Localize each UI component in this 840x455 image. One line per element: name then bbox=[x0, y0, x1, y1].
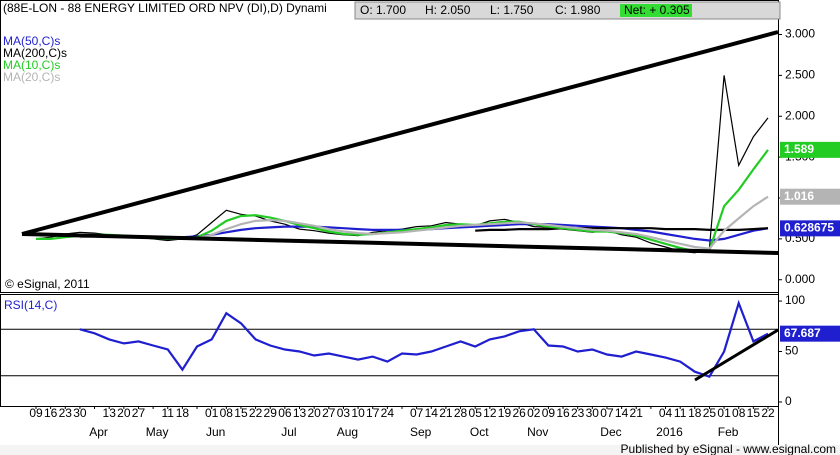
last-value-box bbox=[780, 188, 840, 205]
credit: © eSignal, 2011 bbox=[5, 277, 90, 291]
y-tick-label: 3.000 bbox=[785, 27, 815, 41]
x-tick-label: 14 bbox=[615, 406, 629, 420]
legend-entry: MA(50,C)s bbox=[3, 34, 60, 48]
x-tick-label: 07 bbox=[410, 406, 424, 420]
x-tick-label: 28 bbox=[454, 406, 468, 420]
x-tick-label: 22 bbox=[249, 406, 263, 420]
legend-entry: MA(10,C)s bbox=[3, 58, 60, 72]
last-value-label: 1.016 bbox=[784, 189, 814, 203]
last-value-label: 0.628675 bbox=[784, 221, 834, 235]
x-tick-label: 05 bbox=[469, 406, 483, 420]
x-tick-label: 27 bbox=[322, 406, 336, 420]
x-tick-label: 20 bbox=[117, 406, 131, 420]
month-label: Jul bbox=[281, 425, 296, 439]
quote-value: H: 2.050 bbox=[425, 3, 471, 17]
panel-label: RSI(14,C) bbox=[4, 298, 57, 312]
x-tick-label: 18 bbox=[176, 406, 190, 420]
x-tick-label: 19 bbox=[498, 406, 512, 420]
month-label: Jun bbox=[206, 425, 225, 439]
chart-title: (88E-LON - 88 ENERGY LIMITED ORD NPV (DI… bbox=[3, 1, 327, 15]
x-tick-label: 06 bbox=[278, 406, 292, 420]
x-tick-label: 01 bbox=[717, 406, 731, 420]
x-tick-label: 25 bbox=[703, 406, 717, 420]
x-tick-label: 30 bbox=[73, 406, 87, 420]
month-label: May bbox=[146, 425, 169, 439]
x-tick-label: 04 bbox=[659, 406, 673, 420]
x-tick-label: 14 bbox=[425, 406, 439, 420]
month-label: Nov bbox=[527, 425, 548, 439]
y-tick-label: 100 bbox=[785, 293, 805, 307]
x-tick-label: 08 bbox=[732, 406, 746, 420]
x-tick-label: 23 bbox=[59, 406, 73, 420]
x-tick-label: 26 bbox=[512, 406, 526, 420]
x-tick-label: 16 bbox=[556, 406, 570, 420]
x-tick-label: 15 bbox=[747, 406, 761, 420]
x-tick-label: 10 bbox=[351, 406, 365, 420]
month-label: Feb bbox=[718, 425, 739, 439]
legend-entry: MA(20,C)s bbox=[3, 70, 60, 84]
x-tick-label: 12 bbox=[483, 406, 497, 420]
footer-bar bbox=[0, 445, 840, 455]
y-tick-label: 2.000 bbox=[785, 108, 815, 122]
x-tick-label: 13 bbox=[293, 406, 307, 420]
month-label: Apr bbox=[89, 425, 108, 439]
y-tick-label: 2.500 bbox=[785, 68, 815, 82]
y-tick-label: 50 bbox=[785, 344, 799, 358]
month-label: Dec bbox=[600, 425, 621, 439]
last-value-label: 67.687 bbox=[784, 326, 821, 340]
x-tick-label: 03 bbox=[337, 406, 351, 420]
y-tick-label: 0.000 bbox=[785, 272, 815, 286]
net-box bbox=[620, 4, 692, 17]
trendline bbox=[21, 232, 779, 255]
last-value-box bbox=[780, 325, 840, 342]
x-tick-label: 21 bbox=[630, 406, 644, 420]
trendline bbox=[21, 30, 779, 236]
x-tick-label: 15 bbox=[234, 406, 248, 420]
quote-value: C: 1.980 bbox=[555, 3, 601, 17]
quote-value: O: 1.700 bbox=[360, 3, 406, 17]
x-tick-label: 11 bbox=[674, 406, 687, 420]
x-tick-label: 27 bbox=[132, 406, 146, 420]
x-tick-label: 17 bbox=[366, 406, 380, 420]
x-tick-label: 08 bbox=[220, 406, 234, 420]
x-tick-label: 02 bbox=[527, 406, 541, 420]
month-label: 2016 bbox=[656, 425, 683, 439]
x-tick-label: 18 bbox=[688, 406, 702, 420]
series-line bbox=[79, 299, 769, 379]
series-line bbox=[475, 227, 769, 232]
last-value-label: 1.589 bbox=[784, 142, 814, 156]
x-tick-label: 20 bbox=[307, 406, 321, 420]
net-value: Net: + 0.305 bbox=[624, 3, 690, 17]
x-tick-label: 21 bbox=[439, 406, 453, 420]
x-tick-label: 24 bbox=[381, 406, 395, 420]
x-tick-label: 29 bbox=[264, 406, 278, 420]
x-tick-label: 13 bbox=[103, 406, 117, 420]
x-tick-label: 11 bbox=[162, 406, 175, 420]
x-tick-label: 16 bbox=[44, 406, 58, 420]
x-tick-label: 07 bbox=[600, 406, 614, 420]
x-tick-label: 01 bbox=[205, 406, 219, 420]
last-value-box bbox=[780, 220, 840, 237]
last-value-box bbox=[780, 141, 840, 158]
series-line bbox=[138, 223, 769, 242]
footer: Published by eSignal - www.esignal.com bbox=[621, 442, 836, 455]
month-label: Aug bbox=[337, 425, 358, 439]
y-tick-label: 0 bbox=[785, 394, 792, 408]
x-tick-label: 09 bbox=[29, 406, 43, 420]
x-tick-label: 23 bbox=[571, 406, 585, 420]
quote-value: L: 1.750 bbox=[490, 3, 534, 17]
x-tick-label: 30 bbox=[586, 406, 600, 420]
x-tick-label: 09 bbox=[542, 406, 556, 420]
plot bbox=[1, 75, 778, 379]
month-label: Oct bbox=[470, 425, 489, 439]
trendline bbox=[694, 328, 779, 382]
month-label: Sep bbox=[410, 425, 432, 439]
x-tick-label: 22 bbox=[761, 406, 775, 420]
legend-entry: MA(200,C)s bbox=[3, 46, 67, 60]
